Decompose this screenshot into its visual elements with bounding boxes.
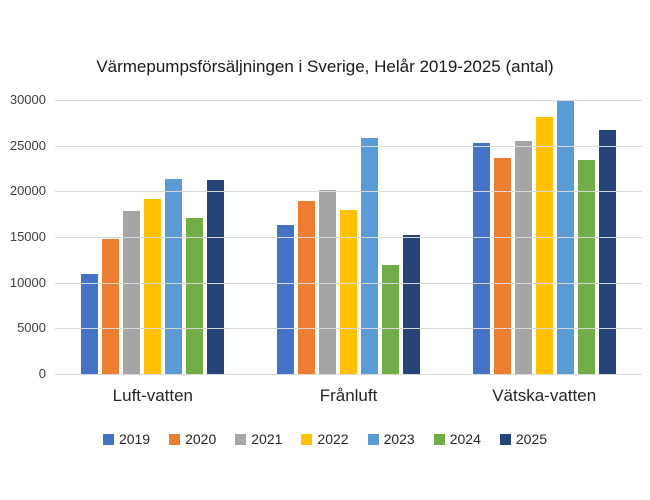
chart-title: Värmepumpsförsäljningen i Sverige, Helår… [96,57,554,76]
bar-2021-Vätska-vatten [514,141,532,374]
gridline [55,282,642,284]
bar-2019-Frånluft [277,225,294,374]
legend-item-2024: 2024 [433,431,481,447]
bar-2022-Vätska-vatten [535,117,553,374]
bar-2019-Luft-vatten [81,273,99,374]
y-tick-label: 15000 [9,229,46,244]
legend-swatch-icon [301,433,313,445]
bar-2025-Luft-vatten [207,180,225,374]
legend-label: 2024 [449,431,481,447]
legend-label: 2021 [251,431,283,447]
bar-2023-Luft-vatten [165,179,183,374]
plot-area [55,100,642,375]
legend-item-2023: 2023 [367,431,415,447]
bar-2021-Luft-vatten [123,211,141,374]
y-tick-label: 5000 [17,320,46,336]
legend-label: 2022 [317,431,349,447]
bar-group [251,100,447,374]
x-category-label: Frånluft [319,386,378,405]
gridline [55,237,642,238]
y-tick-label: 25000 [9,137,46,153]
legend-swatch-icon [433,433,445,445]
bar-2020-Frånluft [298,201,315,374]
bar-2020-Luft-vatten [102,238,120,374]
legend-label: 2025 [515,431,548,447]
x-category-label: Vätska-vatten [492,386,597,405]
y-tick-label: 20000 [9,183,46,199]
bar-2022-Frånluft [340,209,357,374]
bar-2024-Frånluft [382,265,399,374]
bar-2021-Frånluft [319,190,336,374]
legend-item-2025: 2025 [499,431,548,447]
legend-label: 2019 [118,431,151,447]
legend-label: 2020 [185,431,217,447]
x-axis-labels: Luft-vatten Frånluft Vätska-vatten [55,386,642,406]
bar-2020-Vätska-vatten [493,157,511,374]
legend-swatch-icon [169,433,181,445]
bar-2019-Vätska-vatten [472,142,490,374]
bar-group [55,100,251,374]
legend-item-2022: 2022 [301,431,349,447]
legend-swatch-icon [235,433,247,445]
bar-2025-Frånluft [403,235,420,374]
legend-item-2021: 2021 [235,431,282,447]
legend-item-2019: 2019 [102,431,151,447]
legend-item-2020: 2020 [169,431,216,447]
y-tick-label: 0 [38,366,46,381]
gridline [55,145,642,147]
bar-2025-Vätska-vatten [598,130,616,374]
legend-swatch-icon [499,433,511,445]
legend-label: 2023 [383,431,415,447]
bar-groups [55,100,642,374]
gridline [55,374,642,375]
gridline [55,100,642,101]
bar-2024-Luft-vatten [186,217,204,374]
legend: 2019 2020 2021 2022 2023 2024 2025 [0,431,650,447]
bar-2024-Vätska-vatten [577,160,595,374]
y-tick-label: 10000 [9,274,46,290]
bar-2023-Frånluft [361,138,378,374]
y-axis-labels: 30000 25000 20000 15000 10000 5000 0 [0,0,46,500]
gridline [55,328,642,330]
x-category-label: Luft-vatten [112,386,193,405]
gridline [55,191,642,193]
y-tick-label: 30000 [9,92,46,107]
legend-swatch-icon [367,433,379,445]
legend-swatch-icon [102,433,114,445]
bar-2022-Luft-vatten [144,198,162,374]
